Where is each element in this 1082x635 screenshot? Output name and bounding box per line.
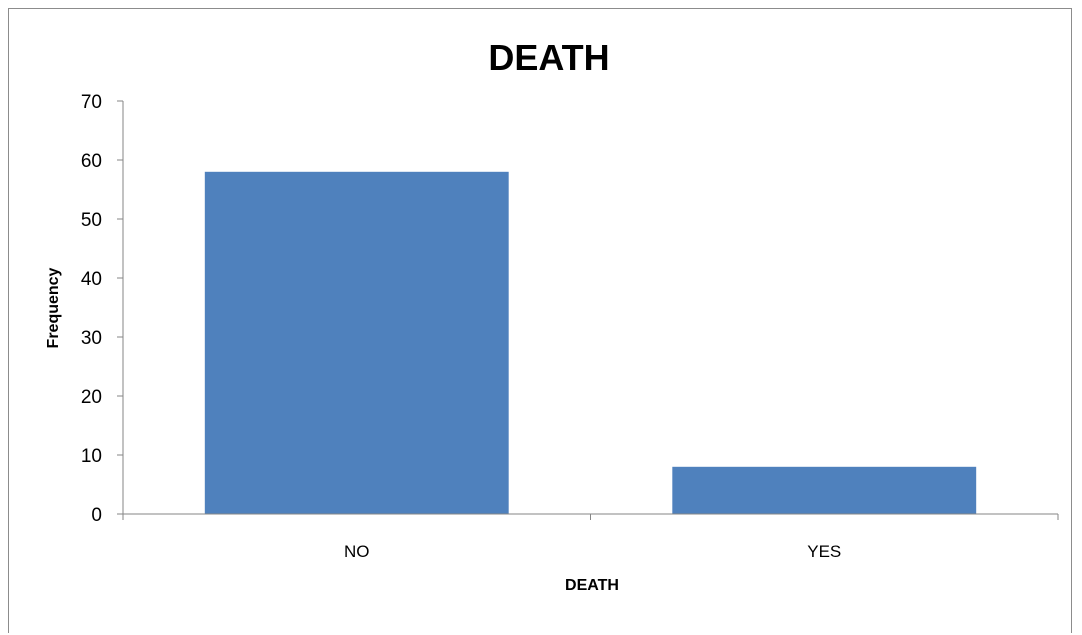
y-tick-label: 40 bbox=[81, 269, 102, 290]
x-axis-ticks bbox=[122, 514, 1059, 520]
y-tick-label: 30 bbox=[81, 328, 102, 349]
bars bbox=[204, 171, 977, 515]
y-tick-label: 70 bbox=[81, 92, 102, 113]
x-category-label-no: NO bbox=[344, 542, 370, 561]
y-tick-label: 10 bbox=[81, 446, 102, 467]
y-tick-label: 0 bbox=[91, 505, 102, 526]
y-axis-title: Frequency bbox=[45, 267, 62, 348]
y-axis-ticks: 0 10 20 30 40 50 60 70 bbox=[81, 92, 123, 526]
x-axis-category-labels: NO YES bbox=[344, 542, 841, 561]
y-tick-label: 50 bbox=[81, 210, 102, 231]
bar-no bbox=[204, 171, 509, 515]
x-category-label-yes: YES bbox=[807, 542, 841, 561]
bar-yes bbox=[672, 466, 977, 514]
y-tick-label: 20 bbox=[81, 387, 102, 408]
x-axis-title: DEATH bbox=[565, 577, 619, 594]
chart-frame bbox=[8, 8, 1072, 633]
y-tick-label: 60 bbox=[81, 151, 102, 172]
chart-title: DEATH bbox=[488, 37, 609, 78]
